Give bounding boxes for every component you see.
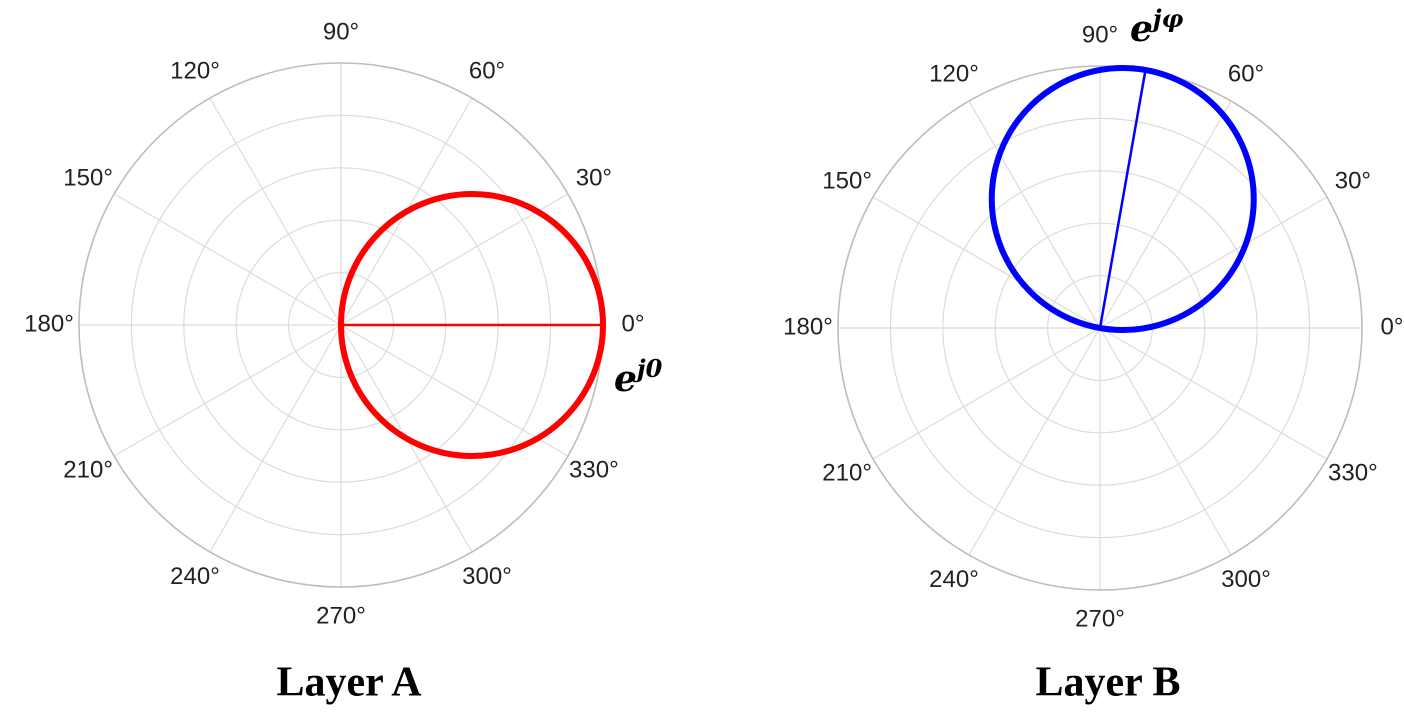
phasor-label-base: e	[614, 358, 637, 400]
pattern-circle	[338, 191, 606, 459]
polar-chart: 0° 30° 60° 90° 120° 150° 180° 210° 240° 270° 300° 3…	[24, 18, 662, 705]
angle-grid-line	[968, 327, 1101, 556]
angle-tick-label: 60°	[469, 57, 505, 84]
angle-tick-label: 0°	[622, 310, 645, 337]
angle-tick-label: 150°	[822, 167, 872, 194]
angle-tick-label: 120°	[170, 57, 220, 84]
angle-tick-label: 240°	[170, 563, 220, 590]
angle-grid-line	[1099, 327, 1328, 460]
angle-tick-label: 180°	[783, 313, 833, 340]
chart-title: Layer A	[276, 660, 422, 706]
angle-grid-line	[209, 97, 342, 326]
radial-grid-circle	[889, 117, 1311, 539]
chart-title: Layer B	[1035, 660, 1180, 706]
angle-tick-label: 210°	[63, 456, 113, 483]
angle-grid-line	[872, 196, 1101, 329]
angle-tick-label: 300°	[462, 563, 512, 590]
phasor-label-exponent: j0	[633, 354, 663, 383]
angle-tick-label: 240°	[929, 566, 979, 593]
angle-grid-line	[340, 324, 569, 457]
angle-grid-line	[872, 327, 1101, 460]
angle-tick-label: 120°	[929, 60, 979, 87]
angle-grid-line	[209, 324, 342, 553]
angle-tick-label: 210°	[822, 459, 872, 486]
angle-tick-label: 330°	[569, 456, 619, 483]
angle-grid-line	[1099, 327, 1232, 556]
radial-grid-circle	[942, 170, 1258, 486]
angle-tick-label: 270°	[1075, 605, 1125, 632]
phasor-label-exponent: jφ	[1149, 4, 1184, 33]
angle-grid-line	[968, 100, 1101, 329]
polar-chart: 0° 30° 60° 90° 120° 150° 180° 210° 240° 270° 300° 3…	[783, 4, 1403, 706]
angle-tick-label: 30°	[576, 164, 612, 191]
angle-grid-line	[340, 193, 569, 326]
angle-grid-line	[1099, 196, 1328, 329]
angle-tick-label: 180°	[24, 310, 74, 337]
angle-tick-label: 270°	[316, 602, 366, 629]
angle-grid-line	[1099, 100, 1232, 329]
angle-grid-line	[113, 324, 342, 457]
angle-tick-label: 330°	[1328, 459, 1378, 486]
pattern-circle	[988, 64, 1257, 333]
radial-grid-circle	[994, 222, 1206, 434]
angle-tick-label: 60°	[1228, 60, 1264, 87]
phasor-label-base: e	[1130, 8, 1153, 50]
phasor-line	[1098, 69, 1147, 329]
angle-tick-label: 300°	[1221, 566, 1271, 593]
phasor-label: ej0	[614, 354, 663, 401]
angle-tick-label: 90°	[323, 18, 359, 45]
angle-tick-label: 150°	[63, 164, 113, 191]
angle-tick-label: 0°	[1381, 313, 1404, 340]
angle-tick-label: 30°	[1335, 167, 1371, 194]
radial-grid-circle	[837, 65, 1363, 591]
phasor-label: ejφ	[1130, 4, 1184, 51]
angle-tick-label: 90°	[1082, 21, 1118, 48]
angle-grid-line	[113, 193, 342, 326]
